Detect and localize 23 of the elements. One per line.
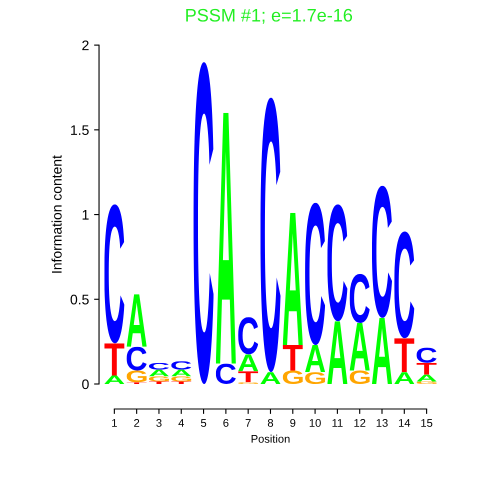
y-tick-label: 1 [82, 210, 89, 220]
x-tick-label: 8 [268, 419, 274, 427]
y-tick-label: 0.5 [70, 294, 89, 304]
x-tick-label: 12 [354, 419, 366, 427]
x-axis-title: Position [252, 434, 290, 443]
x-tick-label: 14 [398, 419, 410, 427]
chart-title: PSSM #1; e=1.7e-16 [186, 8, 352, 24]
x-tick-label: 15 [421, 419, 432, 427]
y-tick-label: 2 [82, 40, 89, 50]
y-tick-label: 1.5 [71, 125, 89, 136]
x-tick-label: 1 [112, 419, 117, 427]
x-tick-label: 5 [200, 419, 206, 427]
x-tick-label: 9 [290, 419, 296, 427]
x-tick-label: 7 [246, 419, 251, 427]
x-tick-label: 3 [156, 419, 162, 427]
x-tick-label: 10 [310, 419, 321, 427]
x-tick-label: 2 [134, 419, 140, 427]
x-tick-label: 11 [332, 419, 343, 427]
x-tick-label: 13 [376, 419, 388, 427]
y-tick-label: 0 [82, 379, 89, 390]
x-tick-label: 6 [223, 419, 228, 427]
x-tick-label: 4 [178, 419, 184, 427]
y-axis-title: Information content [52, 155, 62, 273]
